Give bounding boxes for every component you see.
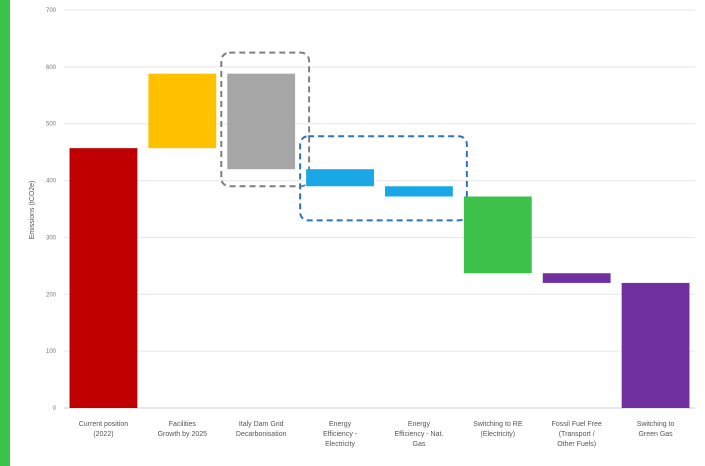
bar <box>463 196 532 274</box>
x-category-label: Switching to Green Gas <box>637 421 675 438</box>
y-tick-label: 400 <box>46 179 57 185</box>
bar <box>621 282 690 408</box>
x-category-label: Current position (2022) <box>79 421 129 438</box>
y-axis-title: Emissions (tCO2e) <box>29 181 36 240</box>
y-tick-label: 300 <box>46 235 57 241</box>
x-axis-categories: Current position (2022) Facilities Growth b… <box>79 421 675 448</box>
y-axis-ticks: 0 100 200 300 400 500 600 700 <box>46 8 57 412</box>
y-tick-label: 600 <box>46 65 57 71</box>
y-tick-label: 700 <box>46 8 57 14</box>
accent-bar <box>0 0 10 466</box>
bar <box>69 148 138 409</box>
bar <box>148 73 217 149</box>
x-category-label: Energy Efficiency - Nat. Gas <box>394 421 443 448</box>
bar <box>542 273 611 283</box>
x-category-label: Energy Efficiency -Electricity <box>323 421 358 448</box>
bar <box>227 73 296 170</box>
highlight-boxes <box>220 51 468 222</box>
bar <box>385 186 453 197</box>
gridlines <box>64 9 695 409</box>
x-category-label: Fossil Fuel Free (Transport / Other Fuels) <box>552 421 602 448</box>
x-category-label: Facilities Growth by 2025 <box>158 421 208 438</box>
highlight-box <box>220 51 311 188</box>
y-tick-label: 500 <box>46 122 57 128</box>
y-tick-label: 100 <box>46 349 57 355</box>
y-tick-label: 200 <box>46 292 57 298</box>
y-tick-label: 0 <box>53 406 57 412</box>
highlight-box <box>299 135 468 222</box>
x-category-label: Switching to RE (Electricity) <box>473 421 523 438</box>
x-category-label: Italy Dam Grid Decarbonisation <box>236 421 287 438</box>
bar <box>306 169 374 187</box>
bars <box>69 73 690 409</box>
